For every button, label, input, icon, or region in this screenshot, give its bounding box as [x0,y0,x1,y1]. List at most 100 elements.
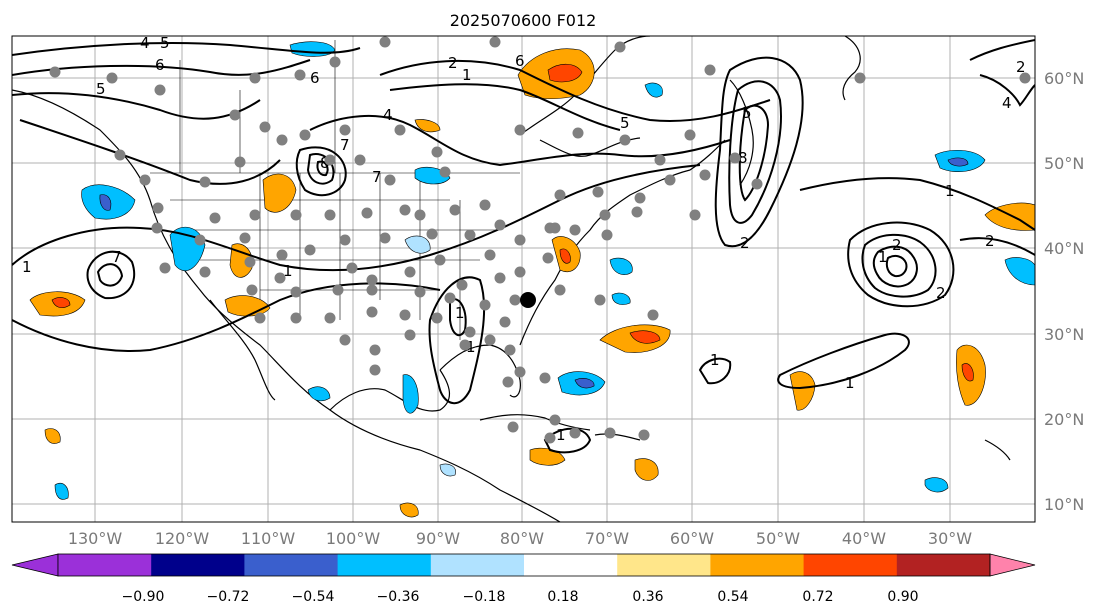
station-marker [304,244,316,256]
station-marker [404,329,416,341]
station-marker [439,166,451,178]
contour-label: 1 [462,66,472,84]
station-marker [274,272,286,284]
contour-label: 6 [310,69,320,87]
station-marker [154,84,166,96]
contour-label: 5 [160,34,170,52]
station-marker [329,56,341,68]
station-marker [444,292,456,304]
station-marker [290,312,302,324]
station-marker [434,254,446,266]
lon-label: 100°W [326,529,381,548]
station-marker [276,249,288,261]
colorbar-min-extend [11,553,59,577]
station-marker [290,209,302,221]
station-marker [631,206,643,218]
colorbar-segment [244,554,339,576]
lon-label: 80°W [500,529,544,548]
station-marker [414,209,426,221]
station-marker [276,134,288,146]
colorbar-max-extend [989,553,1036,577]
station-marker [751,178,763,190]
lat-label: 40°N [1044,239,1084,258]
contour-label: 6 [155,56,165,74]
station-marker [514,366,526,378]
station-marker [594,294,606,306]
contour-label: 7 [340,136,350,154]
station-marker [246,284,258,296]
station-marker [569,427,581,439]
station-marker [509,294,521,306]
station-marker [549,414,561,426]
station-marker [654,154,666,166]
colorbar-segment [58,554,152,576]
contour-label: 4 [140,34,150,52]
contour-label: 2 [892,236,902,254]
colorbar-frame [57,553,991,577]
map-area: 5 4 2 1 6 6 4 5 8 7 7 6 5 1 1 1 2 1 8 5 … [12,34,1035,522]
contour-label: 1 [455,304,465,322]
contour-label: 1 [845,374,855,392]
station-marker [514,234,526,246]
station-marker [199,176,211,188]
station-marker [514,124,526,136]
station-marker [499,316,511,328]
station-marker [619,134,631,146]
contour-label: 7 [372,168,382,186]
station-marker [484,334,496,346]
contour-label: 5 [742,104,752,122]
station-marker [290,286,302,298]
contour-label: 2 [448,54,458,72]
longitude-labels: 130°W 120°W 110°W 100°W 90°W 80°W 70°W 6… [68,529,972,548]
contour-label: 1 [710,351,720,369]
station-marker [399,204,411,216]
station-marker [249,209,261,221]
station-marker [507,421,519,433]
colorbar-tick-label: 0.90 [887,589,918,605]
station-marker [346,262,358,274]
colorbar-segment [151,554,245,576]
station-marker [299,129,311,141]
lat-label: 60°N [1044,69,1084,88]
station-marker [339,334,351,346]
station-marker [394,124,406,136]
station-marker [502,376,514,388]
station-marker [464,326,476,338]
station-marker [366,306,378,318]
colorbar-tick-label: −0.18 [463,589,506,605]
station-marker [554,189,566,201]
contour-label: 2 [1016,58,1026,76]
station-marker [239,232,251,244]
contour-label: 1 [945,182,955,200]
contour-label: 7 [112,248,122,266]
station-marker [324,312,336,324]
colorbar-tick-label: 0.18 [547,589,578,605]
lon-label: 70°W [585,529,629,548]
station-marker [151,222,163,234]
contour-label: 5 [620,114,630,132]
station-marker [479,299,491,311]
colorbar-segment [803,554,898,576]
contour-label: 1 [878,248,888,266]
station-marker [366,284,378,296]
station-markers [49,36,1031,444]
station-marker [489,36,501,48]
station-marker [414,286,426,298]
station-marker [369,344,381,356]
station-marker [854,72,866,84]
station-marker [544,432,556,444]
colorbar-segment [617,554,711,576]
station-marker [514,266,526,278]
contour-label: 1 [22,258,32,276]
station-marker [456,279,468,291]
contour-label: 1 [556,426,566,444]
station-marker [384,174,396,186]
station-marker [699,169,711,181]
station-marker [229,109,241,121]
station-marker [544,222,556,234]
station-marker [484,249,496,261]
station-marker [647,309,659,321]
contour-label: 6 [515,52,525,70]
contour-label: 1 [466,338,476,356]
lon-label: 30°W [928,529,972,548]
